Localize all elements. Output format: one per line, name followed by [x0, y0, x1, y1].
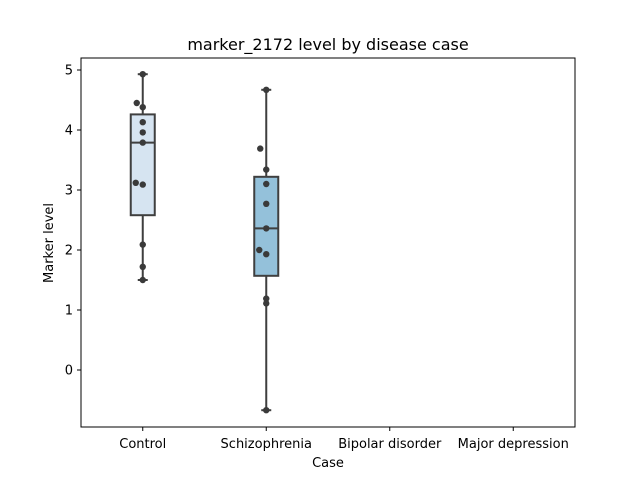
- iqr-box: [253, 175, 280, 277]
- y-axis-label: Marker level: [42, 203, 57, 283]
- data-point: [139, 129, 146, 136]
- data-point: [257, 145, 264, 152]
- plot-frame: [80, 57, 576, 428]
- y-tick-label: 4: [65, 124, 73, 139]
- data-point: [263, 166, 270, 173]
- plot-area: 0 1 2 3 4 5 Control Schizophrenia Bipolar disord…: [65, 57, 576, 452]
- data-point: [263, 225, 270, 232]
- y-tick-label: 5: [65, 64, 73, 79]
- data-point: [132, 179, 139, 186]
- data-point: [139, 104, 146, 111]
- data-point: [139, 241, 146, 248]
- data-point: [263, 86, 270, 94]
- x-tick-label: Major depression: [458, 437, 569, 452]
- y-tick-label: 3: [65, 184, 73, 199]
- data-point: [133, 99, 140, 107]
- y-tick-label: 0: [65, 364, 73, 379]
- data-point: [263, 180, 270, 188]
- data-point: [263, 295, 270, 302]
- data-point: [139, 263, 146, 270]
- y-tick-label: 1: [65, 304, 73, 319]
- data-point: [263, 300, 270, 307]
- x-tick-label: Schizophrenia: [221, 437, 312, 452]
- data-point: [263, 407, 270, 414]
- x-tick-label: Bipolar disorder: [338, 437, 442, 452]
- y-tick-label: 2: [65, 244, 73, 259]
- data-point: [139, 181, 146, 188]
- x-axis-label: Case: [312, 456, 344, 471]
- data-point: [139, 139, 146, 146]
- x-tick-label: Control: [119, 437, 166, 452]
- data-point: [139, 71, 146, 78]
- data-point: [256, 246, 263, 254]
- data-point: [139, 276, 146, 284]
- data-point: [263, 200, 270, 207]
- data-point: [263, 251, 270, 258]
- chart-title: marker_2172 level by disease case: [187, 35, 468, 55]
- data-point: [139, 119, 146, 126]
